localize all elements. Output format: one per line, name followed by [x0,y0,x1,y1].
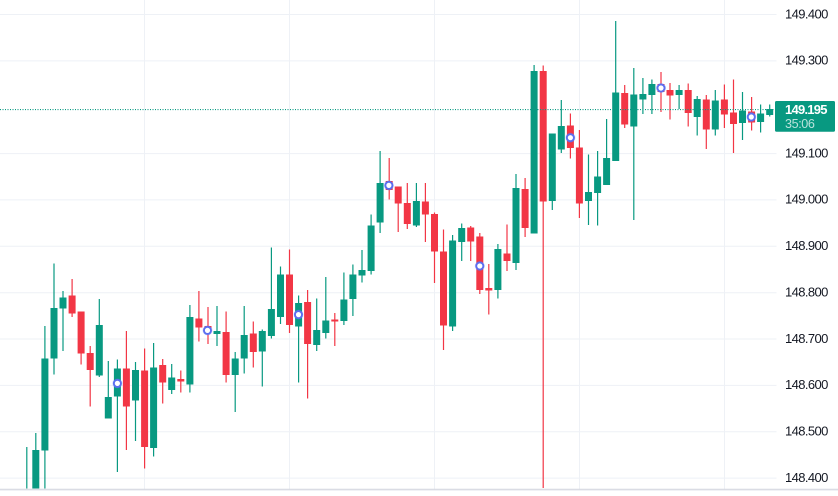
svg-text:148.500: 148.500 [785,424,828,439]
svg-text:149.195: 149.195 [785,102,827,117]
svg-text:148.800: 148.800 [785,285,828,300]
svg-text:149.400: 149.400 [785,6,828,21]
svg-text:148.900: 148.900 [785,238,828,253]
svg-text:149.300: 149.300 [785,53,828,68]
svg-text:35:06: 35:06 [785,117,815,131]
svg-text:148.600: 148.600 [785,377,828,392]
svg-text:148.400: 148.400 [785,470,828,485]
svg-text:149.000: 149.000 [785,192,828,207]
svg-text:149.100: 149.100 [785,145,828,160]
svg-text:148.700: 148.700 [785,331,828,346]
